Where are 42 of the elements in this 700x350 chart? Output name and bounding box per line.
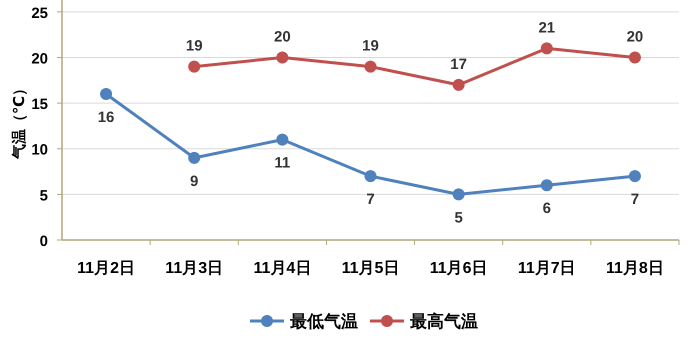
y-tick-label: 20 xyxy=(31,50,48,68)
data-label: 19 xyxy=(186,38,203,55)
point xyxy=(364,170,376,182)
point xyxy=(540,42,553,54)
x-tick-label: 11月8日 xyxy=(606,260,664,277)
data-label: 19 xyxy=(362,38,379,55)
data-label: 17 xyxy=(450,56,467,73)
point xyxy=(540,179,553,192)
y-tick-label: 10 xyxy=(31,142,48,159)
x-tick-label: 11月2日 xyxy=(77,260,135,277)
data-label: 11 xyxy=(274,154,290,172)
legend-label: 最低气温 xyxy=(289,312,358,331)
point xyxy=(452,188,465,200)
y-tick-label: 15 xyxy=(31,96,48,114)
point xyxy=(452,78,465,91)
point xyxy=(628,170,641,182)
x-tick-label: 11月5日 xyxy=(342,260,400,277)
point xyxy=(100,88,112,100)
x-tick-label: 11月7日 xyxy=(518,260,576,277)
data-label: 5 xyxy=(454,209,463,226)
data-label: 21 xyxy=(538,19,556,36)
point xyxy=(276,134,288,146)
point xyxy=(364,60,376,73)
data-label: 9 xyxy=(190,172,198,190)
data-label: 16 xyxy=(98,108,114,126)
data-label: 6 xyxy=(542,200,551,218)
y-tick-label: 5 xyxy=(40,187,48,204)
legend-label: 最高气温 xyxy=(409,312,478,331)
y-tick-label: 0 xyxy=(40,233,48,250)
point xyxy=(628,51,641,64)
point xyxy=(276,51,288,64)
point xyxy=(188,152,200,164)
data-label: 7 xyxy=(366,191,375,208)
x-tick-label: 11月6日 xyxy=(430,260,488,277)
x-tick-label: 11月4日 xyxy=(253,260,312,277)
data-label: 7 xyxy=(630,191,640,208)
data-label: 20 xyxy=(274,28,291,46)
x-tick-label: 11月3日 xyxy=(165,260,224,277)
data-label: 20 xyxy=(626,28,644,46)
y-axis-title: 气温（℃） xyxy=(11,80,28,160)
y-tick-label: 25 xyxy=(31,4,48,22)
point xyxy=(188,60,200,73)
